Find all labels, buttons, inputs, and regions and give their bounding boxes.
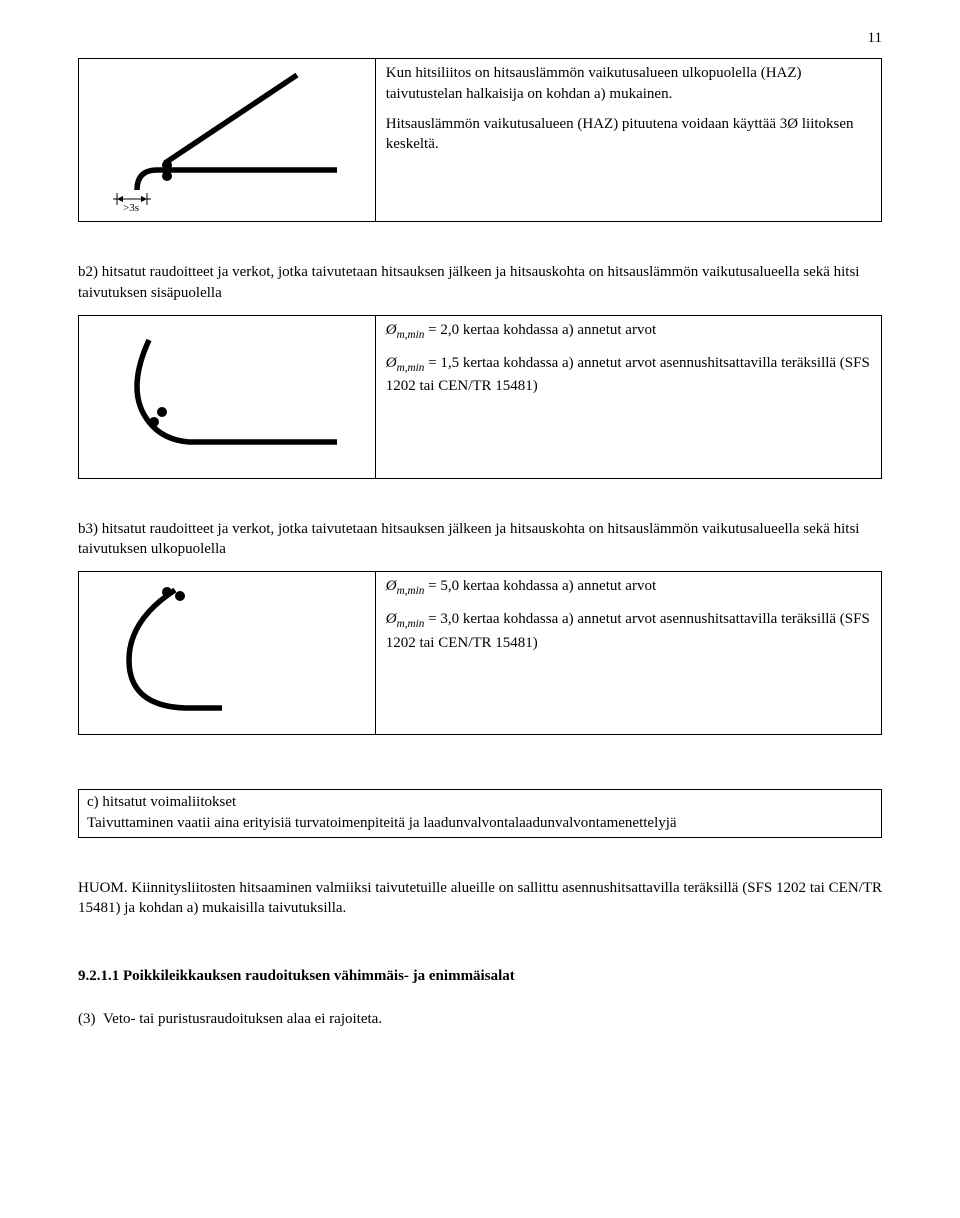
intro-b3: b3) hitsatut raudoitteet ja verkot, jotk… <box>78 519 882 560</box>
box3-val2: 3,0 kertaa kohdassa a) annetut arvot ase… <box>386 611 870 650</box>
box1-text1: Kun hitsiliitos on hitsauslämmön vaikutu… <box>386 63 871 104</box>
box3-p2: Øm,min = 3,0 kertaa kohdassa a) annetut … <box>386 609 871 652</box>
box-a-haz: >3s Kun hitsiliitos on hitsauslämmön vai… <box>78 58 882 222</box>
section-heading: 9.2.1.1 Poikkileikkauksen raudoituksen v… <box>78 966 882 986</box>
huom-paragraph: HUOM. Kiinnitysliitosten hitsaaminen val… <box>78 878 882 919</box>
diagram-b2 <box>79 316 376 478</box>
box4-line2: Taivuttaminen vaatii aina erityisiä turv… <box>87 813 873 833</box>
box2-p1: Øm,min = 2,0 kertaa kohdassa a) annetut … <box>386 320 871 343</box>
page-number: 11 <box>78 28 882 48</box>
box-c: c) hitsatut voimaliitokset Taivuttaminen… <box>78 789 882 838</box>
diagram-b3 <box>79 572 376 734</box>
diagram-bend-haz: >3s <box>79 59 376 221</box>
box-b3: Øm,min = 5,0 kertaa kohdassa a) annetut … <box>78 571 882 735</box>
box2-p2: Øm,min = 1,5 kertaa kohdassa a) annetut … <box>386 353 871 396</box>
box2-val1: 2,0 kertaa kohdassa a) annetut arvot <box>440 322 656 338</box>
box4-line1: c) hitsatut voimaliitokset <box>87 792 873 812</box>
box2-val2: 1,5 kertaa kohdassa a) annetut arvot ase… <box>386 355 870 394</box>
item-3: (3) Veto- tai puristusraudoituksen alaa … <box>78 1009 882 1029</box>
intro-b2: b2) hitsatut raudoitteet ja verkot, jotk… <box>78 262 882 303</box>
box3-p1: Øm,min = 5,0 kertaa kohdassa a) annetut … <box>386 576 871 599</box>
svg-text:>3s: >3s <box>123 202 139 214</box>
box-b2: Øm,min = 2,0 kertaa kohdassa a) annetut … <box>78 315 882 479</box>
box1-text2: Hitsauslämmön vaikutusalueen (HAZ) pituu… <box>386 114 871 155</box>
box3-val1: 5,0 kertaa kohdassa a) annetut arvot <box>440 578 656 594</box>
